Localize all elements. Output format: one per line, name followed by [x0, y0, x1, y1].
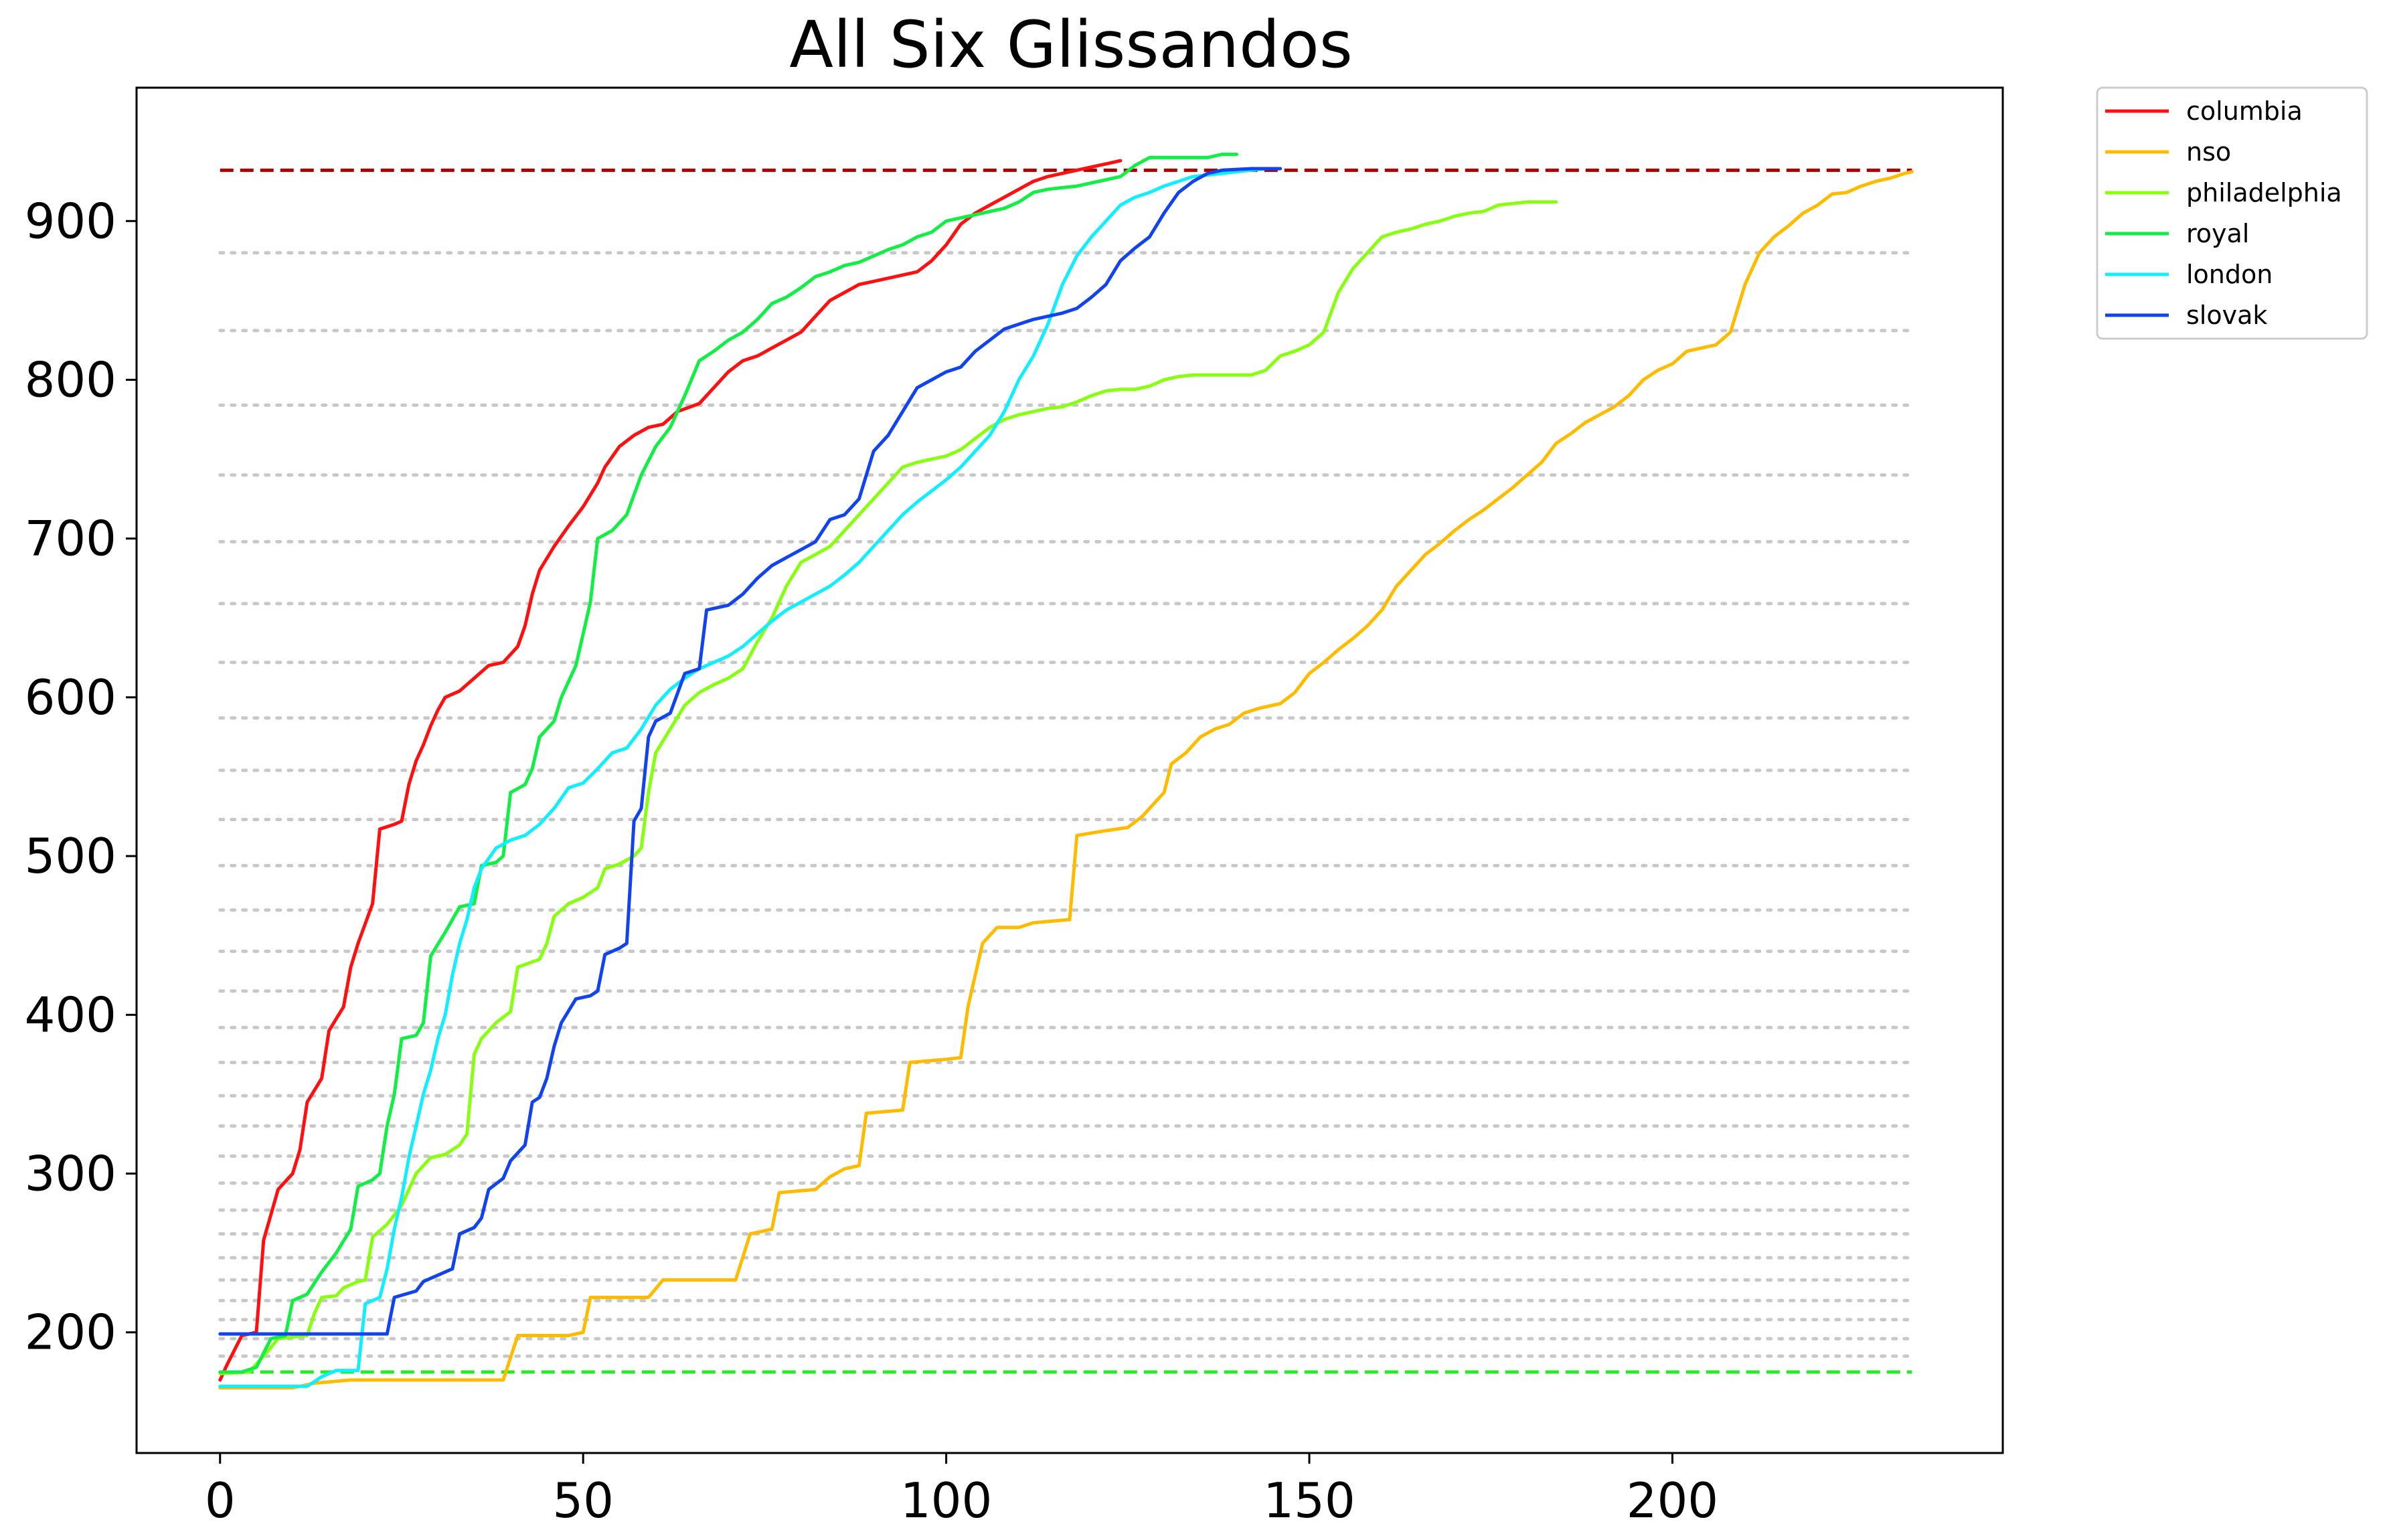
- plot-frame: [135, 86, 2004, 1454]
- y-tick-label: 900: [25, 193, 116, 249]
- x-tick-label: 0: [205, 1472, 236, 1529]
- y-axis: 200 300 400 500 600 700 800 900: [25, 193, 137, 1361]
- x-axis: 0 50 100 150 200: [205, 1453, 1718, 1529]
- legend-label-nso: nso: [2186, 137, 2231, 167]
- series-line-slovak: [218, 167, 1283, 1336]
- plot-area: [218, 153, 1914, 1390]
- x-tick-label: 150: [1263, 1472, 1355, 1529]
- series-line-royal: [218, 153, 1238, 1374]
- legend-label-london: london: [2186, 260, 2273, 289]
- x-tick-label: 200: [1627, 1472, 1718, 1529]
- legend-label-philadelphia: philadelphia: [2186, 178, 2342, 207]
- y-tick-label: 800: [25, 351, 116, 408]
- legend-label-slovak: slovak: [2186, 301, 2267, 330]
- y-tick-label: 700: [25, 511, 116, 567]
- series-line-london: [218, 167, 1283, 1388]
- y-tick-label: 300: [25, 1146, 116, 1202]
- series-line-philadelphia: [218, 200, 1558, 1375]
- y-tick-label: 200: [25, 1304, 116, 1361]
- legend: columbia nso philadelphia royal london slovak: [2096, 86, 2368, 340]
- x-tick-label: 50: [552, 1472, 614, 1529]
- series-line-nso: [218, 170, 1914, 1390]
- y-tick-label: 600: [25, 669, 116, 725]
- y-tick-label: 400: [25, 987, 116, 1043]
- y-tick-label: 500: [25, 828, 116, 884]
- legend-label-royal: royal: [2186, 219, 2249, 248]
- series-line-columbia: [218, 159, 1123, 1382]
- legend-label-columbia: columbia: [2186, 96, 2303, 126]
- chart-title: All Six Glissandos: [789, 7, 1353, 82]
- x-tick-label: 100: [900, 1472, 992, 1529]
